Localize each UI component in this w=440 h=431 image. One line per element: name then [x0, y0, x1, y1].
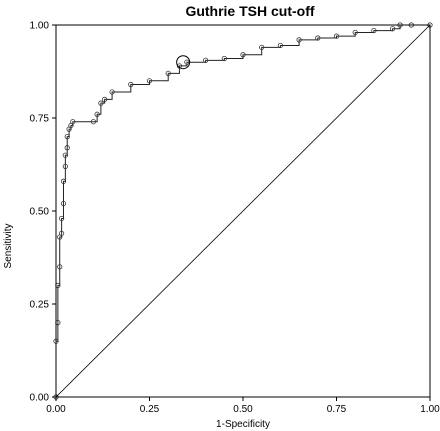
roc-point	[59, 230, 65, 236]
roc-point	[128, 81, 134, 88]
roc-point	[60, 200, 67, 207]
roc-point	[60, 178, 67, 184]
x-tick-label: 0.75	[327, 404, 347, 415]
roc-point	[98, 100, 104, 106]
roc-point	[184, 59, 190, 65]
roc-point	[240, 52, 246, 58]
roc-point	[221, 55, 227, 62]
roc-point	[109, 89, 115, 95]
roc-point	[389, 26, 396, 32]
reference-diagonal-line	[55, 24, 431, 398]
roc-point	[176, 63, 183, 69]
y-tick-label: 0.25	[30, 300, 50, 311]
y-axis-label: Sensitivity	[3, 223, 14, 268]
roc-point	[64, 134, 70, 140]
roc-curve-line	[55, 24, 430, 397]
y-tick-label: 1.00	[30, 21, 50, 32]
x-tick-label: 0.50	[233, 404, 253, 415]
y-tick-label: 0.75	[30, 114, 50, 125]
roc-point	[165, 70, 171, 76]
roc-point	[315, 35, 321, 41]
roc-point	[352, 29, 358, 36]
roc-point	[203, 57, 209, 63]
roc-point	[296, 37, 302, 43]
chart-title: Guthrie TSH cut-off	[185, 3, 314, 19]
roc-point	[62, 152, 68, 158]
axes-layer: 0.00 0.25 0.50 0.75 1.00 0.00 0.25 0.50 0.75 1.00	[30, 21, 440, 416]
roc-point	[333, 33, 340, 39]
x-tick-label: 0.25	[140, 404, 160, 415]
roc-point	[102, 96, 108, 103]
x-tick-label: 1.00	[420, 404, 440, 415]
roc-point	[64, 145, 70, 151]
roc-point	[57, 264, 63, 270]
x-axis-label: 1-Specificity	[216, 419, 270, 430]
roc-point	[59, 215, 65, 222]
roc-point	[94, 111, 100, 117]
roc-point	[259, 44, 265, 50]
roc-point	[62, 163, 68, 169]
x-tick-label: 0.00	[46, 404, 66, 415]
roc-point	[70, 119, 76, 125]
roc-point	[90, 119, 97, 125]
roc-point	[371, 27, 377, 34]
y-tick-label: 0.50	[30, 207, 50, 218]
roc-point	[146, 78, 153, 84]
y-tick-label: 0.00	[30, 393, 50, 404]
cutoff-point-marker	[176, 55, 191, 70]
roc-point	[277, 42, 283, 49]
